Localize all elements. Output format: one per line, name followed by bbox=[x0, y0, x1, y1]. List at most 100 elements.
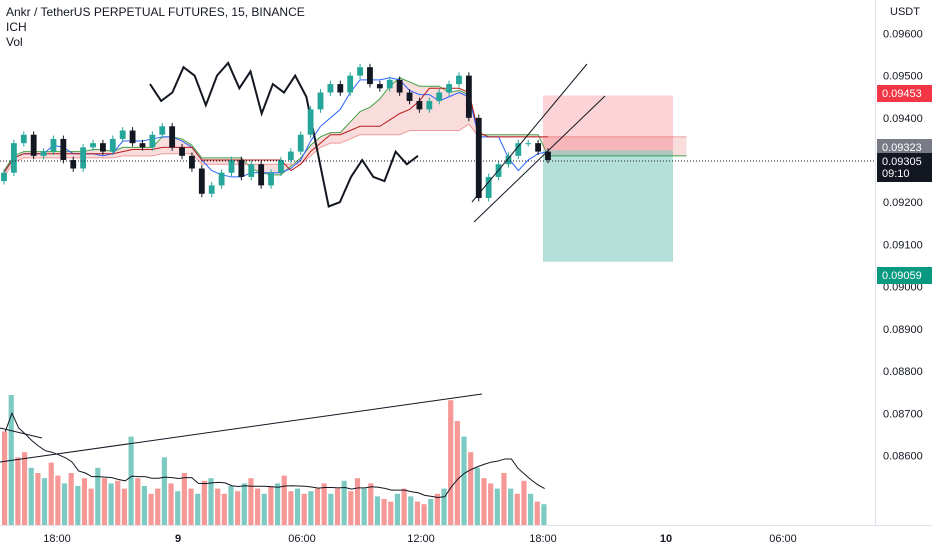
candle-body bbox=[386, 79, 393, 89]
price-tick-label: 0.09100 bbox=[883, 239, 923, 251]
volume-bar bbox=[148, 493, 154, 525]
volume-bar bbox=[255, 488, 261, 525]
entry-price-label: 0.09323 bbox=[882, 142, 922, 154]
candle-body bbox=[218, 172, 225, 186]
volume-bar bbox=[221, 493, 227, 525]
candle-body bbox=[446, 84, 453, 93]
volume-bar bbox=[55, 475, 61, 525]
current-price-label: 0.09305 bbox=[882, 156, 922, 168]
time-tick-label: 10 bbox=[660, 533, 672, 545]
volume-ma-line bbox=[4, 411, 545, 498]
candle-body bbox=[475, 117, 482, 199]
stop-price-label: 0.09453 bbox=[882, 88, 922, 100]
volume-bar bbox=[268, 486, 274, 525]
volume-bar bbox=[48, 462, 54, 525]
volume-bar bbox=[141, 486, 147, 525]
time-axis[interactable]: 18:00 9 06:00 12:00 18:00 10 06:00 bbox=[43, 533, 797, 545]
volume-bar bbox=[155, 488, 161, 525]
volume-bar bbox=[81, 478, 88, 525]
volume-bar bbox=[488, 483, 494, 525]
candle-body bbox=[228, 160, 235, 173]
candle-body bbox=[287, 151, 294, 161]
volume-bar bbox=[288, 491, 294, 525]
volume-legend-label[interactable]: Vol bbox=[6, 35, 23, 49]
target-price-label: 0.09059 bbox=[882, 270, 922, 282]
volume-bar bbox=[241, 483, 247, 525]
volume-bar bbox=[514, 493, 520, 525]
volume-bar bbox=[481, 478, 487, 525]
symbol-title[interactable]: Ankr / TetherUS PERPETUAL FUTURES, 15, B… bbox=[6, 5, 305, 19]
volume-bar bbox=[128, 436, 134, 525]
price-axis[interactable]: USDT 0.096000.095000.094000.093000.09200… bbox=[883, 6, 923, 462]
candle-body bbox=[258, 164, 265, 186]
candle-body bbox=[396, 79, 403, 93]
candle-body bbox=[198, 168, 205, 194]
volume-bar bbox=[534, 501, 540, 525]
volume-bar bbox=[75, 486, 81, 525]
volume-bar bbox=[414, 501, 420, 525]
candle-body bbox=[139, 143, 146, 148]
candle-body bbox=[416, 100, 423, 110]
volume-bar bbox=[281, 475, 287, 525]
candle-body bbox=[367, 67, 373, 85]
candle-body bbox=[70, 160, 77, 169]
volume-bar bbox=[341, 480, 347, 525]
volume-bar bbox=[88, 488, 94, 525]
candle-body bbox=[60, 138, 67, 161]
ichimoku-cloud bbox=[3, 77, 687, 178]
candle-body bbox=[327, 84, 334, 93]
candle-body bbox=[159, 126, 166, 135]
time-tick-label: 18:00 bbox=[43, 533, 71, 545]
volume-bar bbox=[494, 488, 500, 525]
volume-bar bbox=[388, 501, 394, 525]
target-price-tag: 0.09059 bbox=[877, 267, 932, 284]
volume-bar bbox=[208, 478, 214, 525]
candle-body bbox=[337, 84, 344, 93]
volume-bar bbox=[95, 467, 101, 525]
volume-bar bbox=[61, 483, 68, 525]
volume-bar bbox=[328, 493, 334, 525]
candle-body bbox=[465, 75, 472, 118]
volume-bar bbox=[201, 480, 207, 525]
volume-bar bbox=[421, 504, 427, 525]
time-tick-label: 06:00 bbox=[288, 533, 316, 545]
volume-bar bbox=[68, 473, 74, 525]
volume-bar bbox=[394, 493, 401, 525]
time-tick-label: 12:00 bbox=[407, 533, 435, 545]
volume-bar bbox=[508, 488, 514, 525]
candle-body bbox=[129, 130, 136, 144]
volume-bar bbox=[461, 436, 467, 525]
volume-bar bbox=[235, 491, 241, 525]
volume-bar bbox=[501, 473, 507, 525]
stop-price-tag: 0.09453 bbox=[877, 85, 932, 102]
candlesticks bbox=[1, 63, 551, 202]
candle-body bbox=[436, 92, 443, 101]
price-axis-unit: USDT bbox=[890, 6, 920, 18]
candle-body bbox=[456, 75, 462, 85]
volume-bar bbox=[108, 483, 114, 525]
long-position-tool[interactable] bbox=[543, 95, 673, 262]
volume-bar bbox=[441, 488, 447, 525]
countdown-label: 09:10 bbox=[882, 168, 910, 180]
candle-body bbox=[248, 164, 255, 177]
candle-body bbox=[119, 130, 126, 139]
ichimoku-legend-label[interactable]: ICH bbox=[6, 20, 27, 34]
volume-bar bbox=[28, 467, 34, 525]
volume-bar bbox=[408, 496, 414, 525]
price-tick-label: 0.08800 bbox=[883, 366, 923, 378]
stop-zone bbox=[543, 95, 673, 151]
volume-bar bbox=[368, 483, 374, 525]
volume-bar bbox=[374, 496, 381, 525]
volume-bar bbox=[521, 480, 527, 525]
volume-bar bbox=[314, 488, 321, 525]
price-tick-label: 0.08600 bbox=[883, 450, 923, 462]
volume-bar bbox=[348, 491, 354, 525]
volume-bar bbox=[35, 473, 41, 525]
candle-body bbox=[525, 143, 532, 145]
trend-drawings[interactable] bbox=[0, 63, 606, 463]
candle-body bbox=[30, 134, 37, 156]
volume-bar bbox=[301, 493, 307, 525]
volume-bar bbox=[175, 491, 181, 525]
candle-body bbox=[169, 126, 176, 148]
